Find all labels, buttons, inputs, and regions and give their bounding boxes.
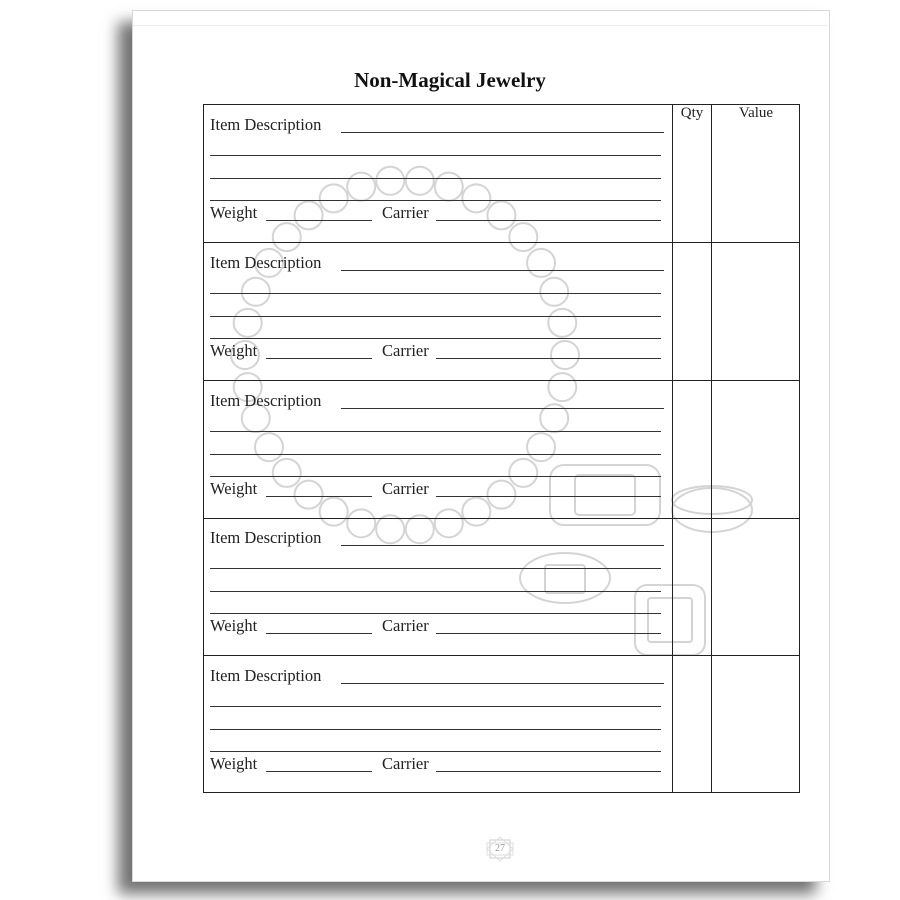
- carrier-field[interactable]: [436, 495, 661, 497]
- description-line[interactable]: [210, 475, 661, 477]
- column-divider: [711, 105, 712, 792]
- description-line[interactable]: [210, 453, 661, 455]
- description-line[interactable]: [210, 155, 661, 156]
- qty-header: Qty: [680, 105, 704, 121]
- description-line[interactable]: [210, 315, 661, 317]
- page-number-frame-icon: [486, 836, 514, 862]
- item-row: Item Description Weight Carrier: [204, 243, 799, 381]
- item-description-label: Item Description: [210, 528, 322, 548]
- carrier-field[interactable]: [436, 633, 661, 635]
- value-cell[interactable]: [712, 381, 800, 518]
- item-row: Item Description Weight Carrier: [204, 656, 799, 794]
- carrier-label: Carrier: [382, 754, 429, 774]
- description-line[interactable]: [210, 751, 661, 753]
- qty-cell[interactable]: [673, 518, 711, 655]
- description-line[interactable]: [210, 292, 661, 294]
- value-cell[interactable]: [712, 518, 800, 655]
- header-divider: [133, 25, 827, 26]
- item-description-label: Item Description: [210, 390, 322, 410]
- item-description-label: Item Description: [210, 115, 322, 134]
- qty-cell[interactable]: [673, 243, 711, 380]
- description-line[interactable]: [210, 568, 661, 570]
- carrier-field[interactable]: [436, 220, 661, 221]
- weight-label: Weight: [210, 478, 258, 498]
- description-line[interactable]: [210, 729, 661, 731]
- weight-field[interactable]: [266, 633, 372, 635]
- weight-label: Weight: [210, 340, 258, 360]
- carrier-label: Carrier: [382, 616, 429, 636]
- weight-label: Weight: [210, 203, 258, 222]
- qty-cell[interactable]: [673, 381, 711, 518]
- weight-label: Weight: [210, 754, 258, 774]
- value-header: Value: [738, 105, 774, 121]
- weight-field[interactable]: [266, 357, 372, 359]
- weight-field[interactable]: [266, 495, 372, 497]
- carrier-label: Carrier: [382, 203, 429, 222]
- carrier-label: Carrier: [382, 478, 429, 498]
- item-row: Item Description Weight Carrier: [204, 381, 799, 519]
- jewelry-table: Qty Value Item Description Weight Carrie…: [203, 104, 800, 793]
- carrier-field[interactable]: [436, 771, 661, 773]
- carrier-field[interactable]: [436, 357, 661, 359]
- item-row: Item Description Weight Carrier: [204, 105, 799, 243]
- value-cell[interactable]: [712, 656, 800, 794]
- description-line[interactable]: [210, 591, 661, 593]
- item-description-field[interactable]: [341, 545, 664, 547]
- weight-label: Weight: [210, 616, 258, 636]
- value-cell[interactable]: [712, 105, 800, 242]
- qty-cell[interactable]: [673, 105, 711, 242]
- item-description-field[interactable]: [341, 132, 664, 133]
- description-line[interactable]: [210, 200, 661, 201]
- description-line[interactable]: [210, 337, 661, 339]
- description-line[interactable]: [210, 430, 661, 432]
- page-title: Non-Magical Jewelry: [354, 68, 546, 92]
- item-description-label: Item Description: [210, 666, 322, 686]
- item-row: Item Description Weight Carrier: [204, 518, 800, 657]
- page-number: 27: [484, 836, 516, 862]
- description-line[interactable]: [210, 706, 661, 708]
- weight-field[interactable]: [266, 771, 372, 773]
- column-divider: [672, 105, 673, 792]
- description-line[interactable]: [210, 178, 661, 179]
- item-description-field[interactable]: [341, 269, 664, 271]
- qty-cell[interactable]: [673, 656, 711, 794]
- weight-field[interactable]: [266, 220, 372, 221]
- item-description-field[interactable]: [341, 683, 664, 685]
- description-line[interactable]: [210, 613, 661, 615]
- item-description-field[interactable]: [341, 407, 664, 409]
- item-description-label: Item Description: [210, 252, 322, 272]
- carrier-label: Carrier: [382, 340, 429, 360]
- value-cell[interactable]: [712, 243, 800, 380]
